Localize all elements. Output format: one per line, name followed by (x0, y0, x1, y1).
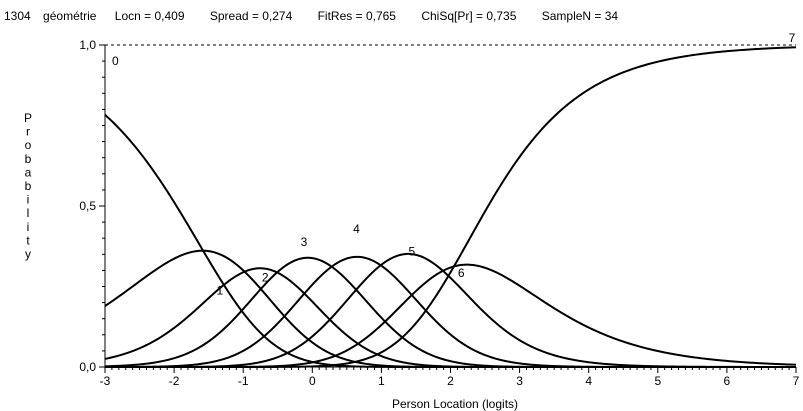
x-tick-label: -1 (238, 374, 249, 388)
curve-label-4: 4 (353, 222, 360, 236)
x-tick-label: 4 (585, 374, 592, 388)
x-tick-label: 7 (793, 374, 800, 388)
curves (104, 46, 797, 368)
x-axis-label: Person Location (logits) (392, 397, 518, 411)
y-tick-label: 0,5 (79, 199, 96, 213)
curve-category-7 (105, 46, 797, 368)
chart-header: 1304 géométrie Locn = 0,409 Spread = 0,2… (4, 9, 618, 27)
curve-labels: 0 1 2 3 4 5 6 7 (112, 31, 796, 297)
x-tick-label: 1 (378, 374, 385, 388)
curve-category-2 (104, 267, 796, 368)
curve-label-0: 0 (112, 54, 119, 68)
samplen-stat: SampleN = 34 (541, 9, 619, 23)
y-axis-label-letter: i (27, 220, 30, 234)
item-name: géométrie (43, 9, 97, 23)
y-axis-label-letter: b (25, 179, 32, 193)
curve-label-3: 3 (301, 235, 308, 249)
x-tick-label: 6 (724, 374, 731, 388)
x-tick-label: 2 (447, 374, 454, 388)
curve-label-2: 2 (262, 271, 269, 285)
x-tick-label: 0 (309, 374, 316, 388)
y-axis-label-letter: P (24, 111, 32, 125)
y-axis-label-letter: t (26, 233, 30, 247)
y-axis-label-letter: o (25, 138, 32, 152)
x-tick-label: -3 (100, 374, 111, 388)
y-tick-label: 1,0 (79, 38, 96, 52)
x-tick-label: 3 (516, 374, 523, 388)
item-id: 1304 (4, 9, 31, 23)
y-axis-label-letter: r (26, 125, 30, 139)
y-axis-label-letter: a (25, 165, 32, 179)
y-tick-label: 0,0 (79, 360, 96, 374)
x-tick-label: -2 (169, 374, 180, 388)
curve-label-1: 1 (217, 283, 224, 297)
spread-stat: Spread = 0,274 (209, 9, 293, 23)
curve-category-6 (105, 263, 797, 368)
locn-stat: Locn = 0,409 (114, 9, 185, 23)
curve-label-5: 5 (408, 245, 415, 259)
y-axis-label-letter: l (27, 206, 30, 220)
y-axis-label-letter: b (25, 152, 32, 166)
fitres-stat: FitRes = 0,765 (317, 9, 396, 23)
curve-label-6: 6 (458, 266, 465, 280)
x-tick-label: 5 (654, 374, 661, 388)
chisq-stat: ChiSq[Pr] = 0,735 (421, 9, 517, 23)
axes: 0,0 0,5 1,0 -3 -2 -1 0 1 2 3 4 5 6 7 (79, 38, 799, 388)
curve-label-7: 7 (789, 31, 796, 45)
y-axis-label-letter: y (25, 247, 31, 261)
curve-category-0 (104, 114, 796, 368)
y-axis-label-letter: i (27, 193, 30, 207)
